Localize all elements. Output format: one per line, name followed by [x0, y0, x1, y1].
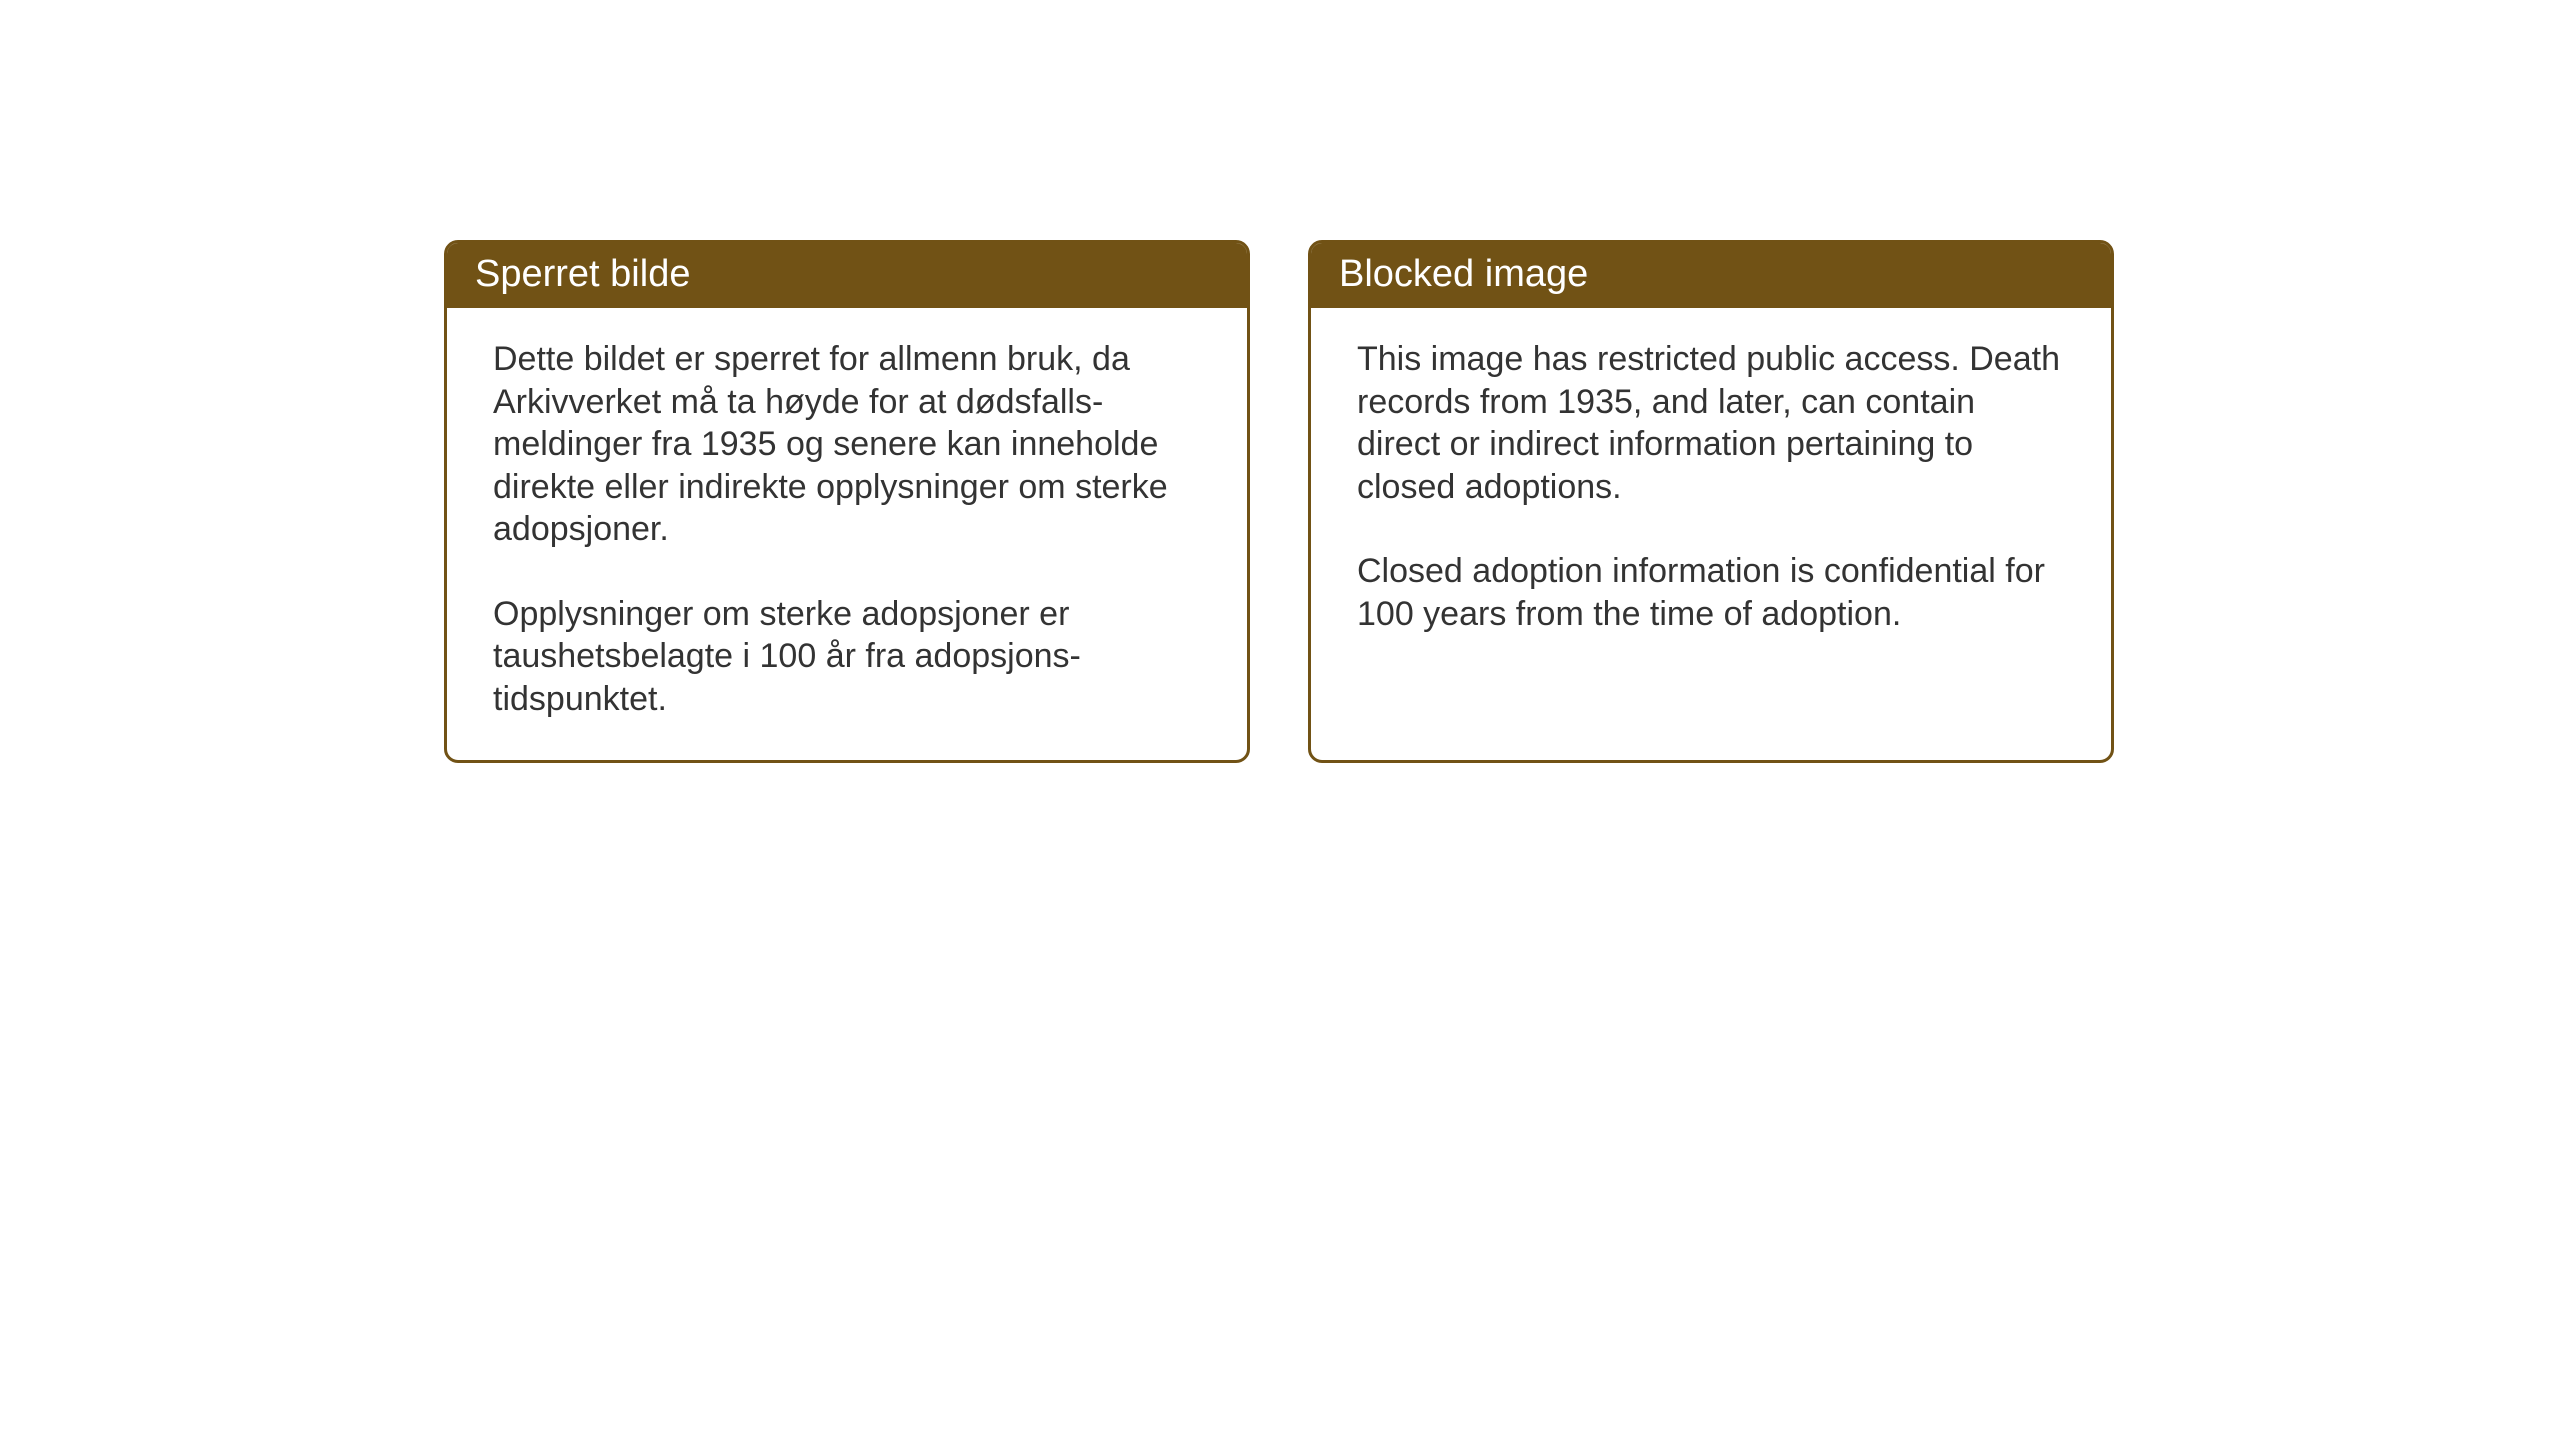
norwegian-paragraph-1: Dette bildet er sperret for allmenn bruk… — [493, 338, 1201, 551]
norwegian-paragraph-2: Opplysninger om sterke adopsjoner er tau… — [493, 593, 1201, 721]
english-paragraph-1: This image has restricted public access.… — [1357, 338, 2065, 508]
norwegian-card-title: Sperret bilde — [447, 243, 1247, 308]
cards-container: Sperret bilde Dette bildet er sperret fo… — [444, 240, 2114, 763]
norwegian-card: Sperret bilde Dette bildet er sperret fo… — [444, 240, 1250, 763]
english-paragraph-2: Closed adoption information is confident… — [1357, 550, 2065, 635]
norwegian-card-body: Dette bildet er sperret for allmenn bruk… — [447, 308, 1247, 760]
english-card: Blocked image This image has restricted … — [1308, 240, 2114, 763]
english-card-body: This image has restricted public access.… — [1311, 308, 2111, 717]
english-card-title: Blocked image — [1311, 243, 2111, 308]
